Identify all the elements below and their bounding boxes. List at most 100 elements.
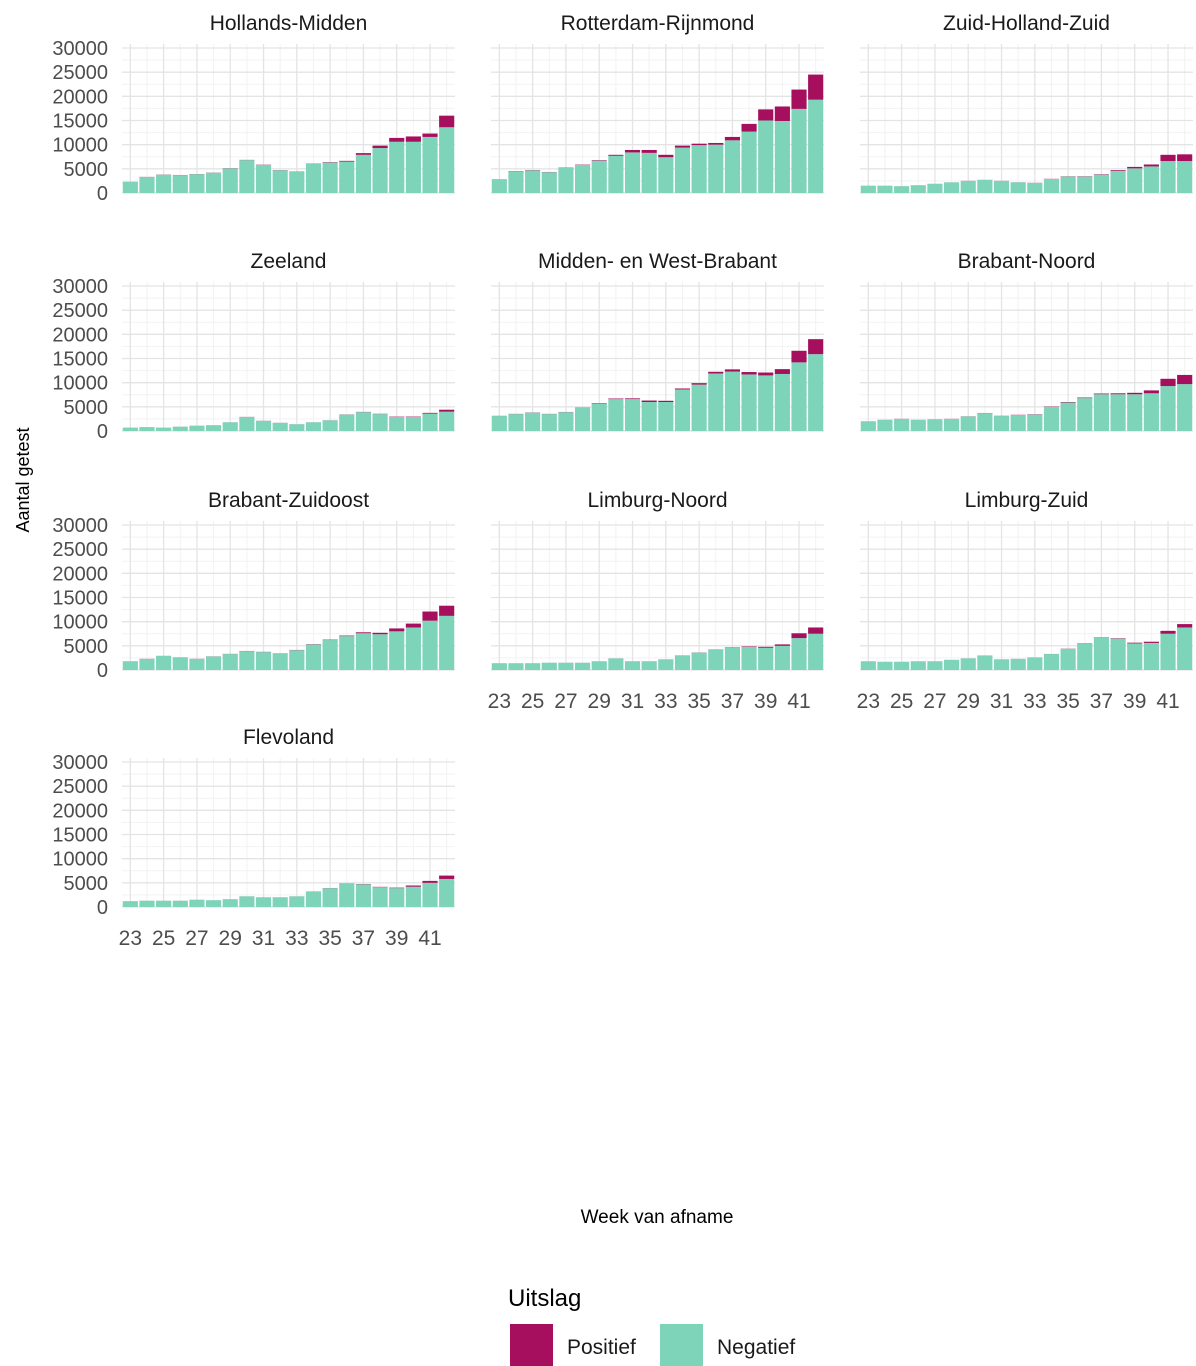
bar-negatief	[708, 144, 724, 193]
bar-negatief	[122, 181, 138, 193]
bar-negatief	[591, 661, 607, 670]
bar-negatief	[305, 422, 322, 431]
bar-negatief	[641, 402, 657, 431]
bar-positief	[758, 372, 774, 376]
panel-title: Brabant-Zuidoost	[208, 489, 369, 512]
x-tick-label: 27	[185, 927, 208, 950]
bar-positief	[439, 115, 455, 128]
bar-negatief	[272, 170, 288, 193]
y-tick-label: 0	[97, 660, 108, 682]
bar-negatief	[658, 659, 674, 670]
bar-negatief	[389, 888, 405, 907]
bar-positief	[724, 369, 740, 372]
bar-negatief	[439, 878, 455, 907]
bar-negatief	[372, 414, 388, 431]
x-tick-label: 41	[418, 927, 441, 950]
bar-negatief	[206, 172, 222, 193]
bar-negatief	[541, 172, 557, 193]
bar-positief	[1177, 624, 1193, 628]
bar-negatief	[1127, 643, 1143, 670]
x-tick-label: 39	[1123, 690, 1146, 713]
bar-positief	[1127, 392, 1143, 395]
bar-negatief	[139, 427, 155, 431]
bar-negatief	[339, 883, 355, 907]
bar-negatief	[1027, 182, 1043, 193]
bar-negatief	[1043, 654, 1060, 670]
bar-negatief	[239, 896, 255, 907]
bar-positief	[1110, 393, 1126, 395]
y-tick-label: 15000	[52, 349, 108, 371]
y-tick-label: 5000	[64, 397, 109, 419]
bar-positief	[339, 635, 355, 637]
x-tick-label: 33	[1023, 690, 1046, 713]
y-tick-label: 25000	[52, 539, 108, 561]
legend-title: Uitslag	[508, 1285, 581, 1312]
bar-negatief	[439, 127, 455, 193]
bar-positief	[422, 133, 438, 137]
bar-negatief	[1177, 161, 1193, 193]
x-tick-label: 41	[787, 690, 810, 713]
bar-negatief	[1093, 394, 1109, 431]
legend-swatch-negatief	[660, 1324, 703, 1366]
bar-negatief	[172, 426, 188, 431]
bar-negatief	[641, 661, 657, 670]
y-tick-label: 15000	[52, 825, 108, 847]
bar-positief	[708, 142, 724, 145]
bar-negatief	[189, 658, 205, 670]
bar-negatief	[405, 416, 421, 431]
bar-negatief	[156, 900, 172, 907]
bar-negatief	[1177, 627, 1193, 670]
bar-negatief	[206, 656, 222, 670]
bar-positief	[624, 149, 641, 153]
bar-negatief	[977, 413, 993, 431]
bar-negatief	[189, 899, 205, 907]
x-tick-label: 29	[957, 690, 980, 713]
bar-negatief	[927, 419, 943, 431]
bar-negatief	[791, 108, 807, 193]
bar-negatief	[894, 661, 910, 670]
bar-positief	[774, 369, 790, 374]
bar-negatief	[255, 897, 272, 907]
bar-negatief	[591, 403, 607, 431]
y-tick-label: 15000	[52, 111, 108, 133]
bar-negatief	[674, 147, 691, 193]
bar-negatief	[372, 148, 388, 193]
bar-negatief	[791, 362, 807, 431]
y-tick-label: 15000	[52, 588, 108, 610]
bar-negatief	[624, 661, 641, 670]
x-tick-label: 41	[1156, 690, 1179, 713]
bar-negatief	[206, 900, 222, 907]
y-tick-label: 20000	[52, 563, 108, 585]
bar-negatief	[206, 425, 222, 431]
bar-negatief	[724, 140, 740, 193]
y-tick-label: 25000	[52, 776, 108, 798]
bar-negatief	[791, 638, 807, 670]
bar-negatief	[1043, 178, 1060, 193]
bar-negatief	[1077, 398, 1093, 431]
bar-negatief	[239, 160, 255, 193]
bar-positief	[808, 627, 824, 634]
bar-positief	[405, 623, 421, 628]
bar-negatief	[405, 627, 421, 670]
bar-negatief	[993, 180, 1010, 193]
bar-negatief	[1010, 415, 1026, 431]
bar-negatief	[339, 414, 355, 431]
bar-positief	[1127, 166, 1143, 169]
bar-positief	[641, 149, 657, 153]
bar-negatief	[405, 886, 421, 907]
bar-negatief	[758, 647, 774, 670]
bar-positief	[708, 371, 724, 374]
bar-positief	[389, 628, 405, 632]
bar-positief	[608, 154, 624, 156]
bar-negatief	[439, 615, 455, 670]
bar-negatief	[189, 174, 205, 193]
bar-positief	[1143, 641, 1159, 643]
bar-negatief	[624, 152, 641, 193]
panels-layer: Hollands-Midden0500010000150002000025000…	[52, 12, 1193, 950]
x-tick-label: 29	[588, 690, 611, 713]
bar-positief	[1110, 170, 1126, 171]
bar-positief	[1127, 642, 1143, 644]
bar-negatief	[491, 663, 507, 670]
